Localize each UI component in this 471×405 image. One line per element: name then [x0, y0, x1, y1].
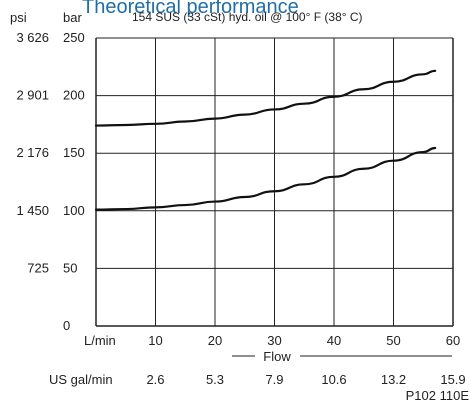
y-unit-secondary: psi	[10, 10, 27, 25]
x-secondary-tick-label: 5.3	[206, 372, 224, 387]
y-secondary-tick-label: 2 901	[16, 88, 49, 103]
x-secondary-tick-label: 2.6	[146, 372, 164, 387]
x-tick-label: 60	[446, 333, 460, 348]
y-tick-label: 50	[63, 260, 77, 275]
series-layer	[94, 69, 437, 211]
x-secondary-tick-label: 15.9	[440, 372, 465, 387]
grid-layer	[96, 37, 453, 326]
y-tick-label: 200	[63, 88, 85, 103]
y-tick-label: 100	[63, 203, 85, 218]
lower-performance-curve	[94, 146, 437, 211]
tick-layer: 0 50 725 100 1 450 150 2 176 200 2 901 250 3 626 10…	[16, 30, 465, 387]
y-unit-primary: bar	[63, 10, 82, 25]
x-unit-primary: L/min	[84, 333, 116, 348]
y-secondary-tick-label: 1 450	[16, 203, 49, 218]
x-secondary-tick-label: 13.2	[381, 372, 406, 387]
x-secondary-tick-label: 7.9	[265, 372, 283, 387]
x-tick-label: 50	[386, 333, 400, 348]
y-secondary-tick-label: 2 176	[16, 145, 49, 160]
y-secondary-tick-label: 3 626	[16, 30, 49, 45]
x-axis-label: Flow	[263, 349, 291, 364]
y-tick-label: 150	[63, 145, 85, 160]
x-secondary-tick-label: 10.6	[321, 372, 346, 387]
x-tick-label: 40	[327, 333, 341, 348]
figure-code: P102 110E	[406, 388, 470, 403]
x-tick-label: 30	[267, 333, 281, 348]
chart-title: Theoretical performance	[82, 0, 299, 18]
x-unit-secondary: US gal/min	[49, 372, 113, 387]
x-tick-label: 20	[208, 333, 222, 348]
chart-subtitle: 154 SUS (33 cSt) hyd. oil @ 100° F (38° …	[132, 10, 363, 24]
x-tick-label: 10	[148, 333, 162, 348]
axis-layer	[95, 38, 454, 327]
y-secondary-tick-label: 725	[27, 260, 49, 275]
y-tick-label: 250	[63, 30, 85, 45]
y-tick-label: 0	[63, 318, 70, 333]
upper-performance-curve	[94, 69, 437, 127]
